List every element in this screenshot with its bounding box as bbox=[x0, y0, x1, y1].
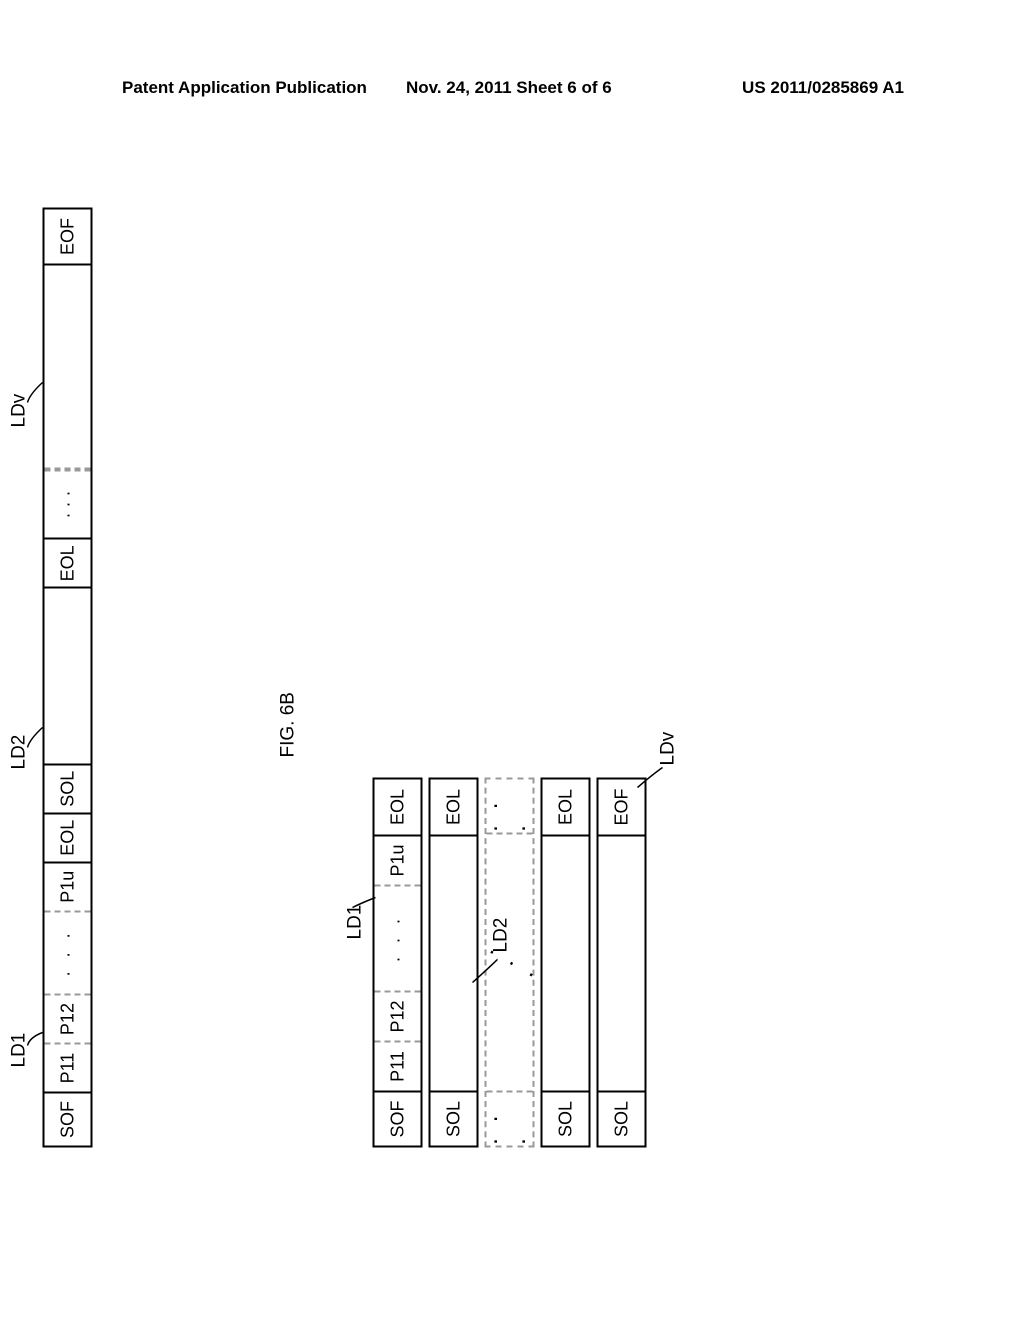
cell-p1u: P1u bbox=[45, 861, 91, 910]
cell-b-p12: P12 bbox=[375, 991, 421, 1041]
cell-b-dots-right: · · · bbox=[487, 780, 533, 835]
cell-ld2-gap bbox=[45, 587, 91, 763]
header-right: US 2011/0285869 A1 bbox=[655, 78, 904, 98]
fig6b-ld1-label: LD1 bbox=[345, 905, 367, 940]
cell-sol: SOL bbox=[45, 763, 91, 812]
figures-container: FIG. 6A LD1 LD2 LDv SOF P11 P12 · · · P1… bbox=[13, 283, 1003, 1028]
fig6b-row-5: SOL EOF bbox=[597, 778, 647, 1148]
fig6b-row-4: SOL EOL bbox=[541, 778, 591, 1148]
fig6b-row-1: SOF P11 P12 · · · P1u EOL bbox=[373, 778, 423, 1148]
cell-b-eol: EOL bbox=[375, 780, 421, 835]
fig6b-row-dots: · · · · · · · · · bbox=[485, 778, 535, 1148]
fig-6a-strip: SOF P11 P12 · · · P1u EOL SOL EOL · · · … bbox=[43, 208, 93, 1148]
cell-b-dots: · · · bbox=[375, 885, 421, 991]
cell-b-dots-left: · · · bbox=[487, 1091, 533, 1146]
ldv-label: LDv bbox=[9, 394, 31, 428]
cell-dots: · · · bbox=[45, 910, 91, 993]
cell-b-eol-4: EOL bbox=[543, 780, 589, 835]
cell-b-mid-4 bbox=[543, 835, 589, 1091]
fig-6b-title: FIG. 6B bbox=[278, 692, 300, 757]
cell-b-sol-5: SOL bbox=[599, 1091, 645, 1146]
cell-b-eol-2: EOL bbox=[431, 780, 477, 835]
cell-sof: SOF bbox=[45, 1092, 91, 1146]
header-center: Nov. 24, 2011 Sheet 6 of 6 bbox=[371, 78, 655, 98]
ld1-label: LD1 bbox=[9, 1033, 31, 1068]
cell-b-p1u: P1u bbox=[375, 835, 421, 885]
fig-6b-block: SOF P11 P12 · · · P1u EOL SOL EOL LD2 · … bbox=[373, 778, 653, 1148]
cell-b-sol-4: SOL bbox=[543, 1091, 589, 1146]
page-header: Patent Application Publication Nov. 24, … bbox=[122, 78, 904, 98]
cell-p12: P12 bbox=[45, 994, 91, 1043]
cell-eol: EOL bbox=[45, 812, 91, 861]
cell-b-p11: P11 bbox=[375, 1041, 421, 1091]
ld2-label: LD2 bbox=[9, 735, 31, 770]
cell-eol-2: EOL bbox=[45, 538, 91, 587]
cell-b-sol-2: SOL bbox=[431, 1091, 477, 1146]
cell-b-mid-2 bbox=[431, 835, 477, 1091]
cell-b-mid-5 bbox=[599, 835, 645, 1091]
fig6b-row-2: SOL EOL bbox=[429, 778, 479, 1148]
cell-b-sof: SOF bbox=[375, 1091, 421, 1146]
cell-p11: P11 bbox=[45, 1043, 91, 1092]
cell-dots-2: · · · bbox=[45, 469, 91, 538]
header-left: Patent Application Publication bbox=[122, 78, 371, 98]
cell-ldv-gap bbox=[45, 263, 91, 469]
fig6b-ldv-label: LDv bbox=[658, 732, 680, 766]
cell-eof: EOF bbox=[45, 210, 91, 264]
cell-b-eof-5: EOF bbox=[599, 780, 645, 835]
